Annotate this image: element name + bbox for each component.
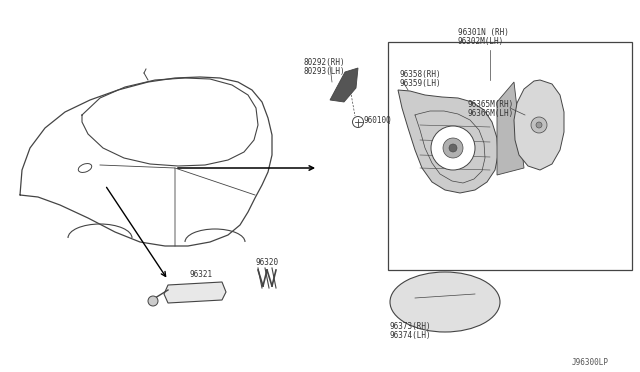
Text: 96365M(RH): 96365M(RH) — [468, 100, 515, 109]
Circle shape — [531, 117, 547, 133]
Circle shape — [431, 126, 475, 170]
Ellipse shape — [78, 164, 92, 173]
Text: 96373(RH): 96373(RH) — [390, 322, 431, 331]
Text: 96302M(LH): 96302M(LH) — [458, 37, 504, 46]
Text: 96301N (RH): 96301N (RH) — [458, 28, 509, 37]
Text: 96321: 96321 — [190, 270, 213, 279]
Circle shape — [536, 122, 542, 128]
Text: 96366M(LH): 96366M(LH) — [468, 109, 515, 118]
Circle shape — [353, 116, 364, 128]
Polygon shape — [497, 82, 524, 175]
Text: 96374(LH): 96374(LH) — [390, 331, 431, 340]
Text: 80293(LH): 80293(LH) — [304, 67, 346, 76]
Ellipse shape — [390, 272, 500, 332]
Text: 96010Q: 96010Q — [364, 116, 392, 125]
Text: 96320: 96320 — [255, 258, 278, 267]
Text: 96359(LH): 96359(LH) — [400, 79, 442, 88]
Bar — [388, 42, 632, 270]
Circle shape — [443, 138, 463, 158]
Text: 80292(RH): 80292(RH) — [304, 58, 346, 67]
Text: 96358(RH): 96358(RH) — [400, 70, 442, 79]
Text: J96300LP: J96300LP — [572, 358, 609, 367]
Circle shape — [148, 296, 158, 306]
Polygon shape — [164, 282, 226, 303]
Circle shape — [449, 144, 457, 152]
Polygon shape — [330, 68, 358, 102]
Polygon shape — [398, 90, 498, 193]
Polygon shape — [514, 80, 564, 170]
